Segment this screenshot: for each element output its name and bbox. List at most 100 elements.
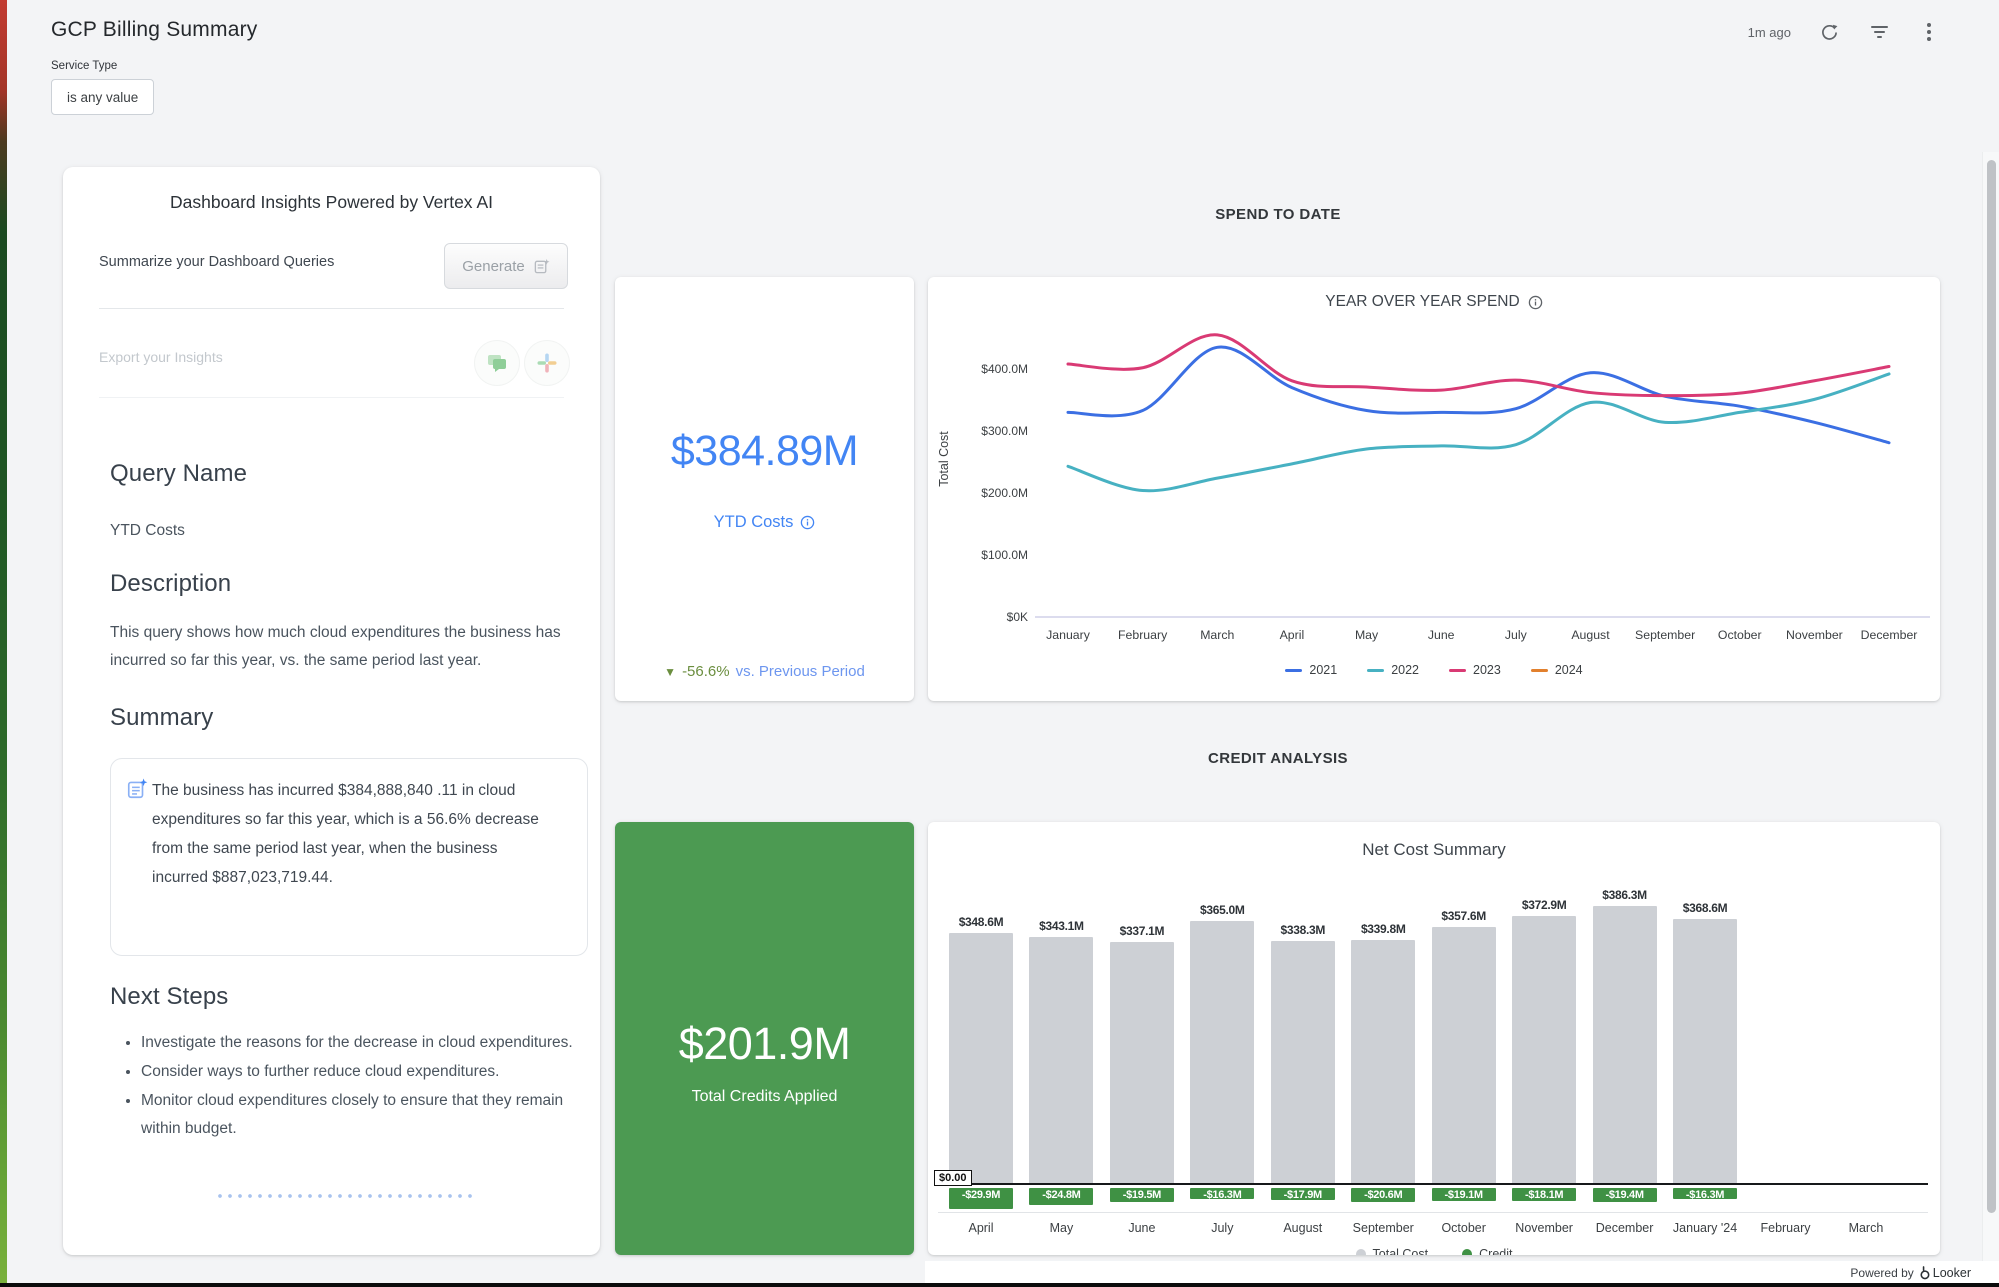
filter-label: Service Type — [51, 60, 118, 72]
refresh-button[interactable] — [1817, 20, 1841, 44]
legend-label: 2022 — [1391, 663, 1419, 677]
dotted-divider — [215, 1193, 473, 1199]
legend-item-credit[interactable]: Credit — [1462, 1247, 1512, 1255]
export-slack-button[interactable] — [524, 340, 570, 386]
axis-separator-line — [938, 1212, 1928, 1213]
info-icon[interactable] — [1528, 295, 1543, 310]
legend-item-2023[interactable]: 2023 — [1449, 663, 1501, 677]
credit-bar — [1351, 1187, 1416, 1203]
zero-reference-line — [938, 1183, 1928, 1185]
x-axis-category-label: July — [1211, 1221, 1234, 1235]
legend-item-2021[interactable]: 2021 — [1285, 663, 1337, 677]
legend-label: Total Cost — [1372, 1247, 1429, 1255]
info-icon[interactable] — [800, 515, 815, 530]
total-credits-tile: $201.9M Total Credits Applied — [615, 822, 914, 1255]
credit-bar — [1673, 1187, 1738, 1200]
x-axis-category-label: March — [1848, 1221, 1884, 1235]
ytd-label: YTD Costs — [713, 513, 794, 531]
legend-label: 2024 — [1554, 663, 1583, 677]
description-heading: Description — [110, 570, 232, 597]
x-axis-tick-label: March — [1200, 628, 1234, 642]
filter-icon — [1870, 26, 1888, 38]
description-text: This query shows how much cloud expendit… — [110, 624, 561, 669]
credit-bar — [1431, 1187, 1496, 1202]
legend-item-total-cost[interactable]: Total Cost — [1355, 1247, 1429, 1255]
credit-bar — [1109, 1187, 1174, 1202]
total-cost-bar — [1351, 939, 1416, 1185]
total-cost-bar — [1109, 941, 1174, 1185]
credit-value-label: -$19.1M — [1444, 1189, 1484, 1201]
summary-text: The business has incurred $384,888,840 .… — [152, 782, 539, 886]
y-axis-tick-label: $0K — [1007, 610, 1028, 624]
credit-value-label: -$29.9M — [961, 1189, 1001, 1201]
insights-panel: Dashboard Insights Powered by Vertex AI … — [63, 167, 600, 1255]
legend-swatch — [1285, 668, 1303, 672]
credit-value-label: -$19.4M — [1605, 1189, 1644, 1201]
more-menu-button[interactable] — [1917, 20, 1941, 44]
net-cost-title-row: Net Cost Summary — [928, 840, 1940, 860]
comparison-value: -56.6% — [682, 663, 730, 680]
x-axis-category-label: January '24 — [1672, 1221, 1738, 1235]
export-chat-button[interactable] — [474, 340, 520, 386]
looker-brand[interactable]: Looker — [1918, 1266, 1971, 1280]
legend-swatch — [1367, 668, 1385, 672]
x-axis-category-label: August — [1283, 1221, 1323, 1235]
filter-value: is any value — [67, 89, 139, 105]
credit-value-label: -$19.5M — [1122, 1189, 1162, 1201]
filter-button[interactable] — [1867, 20, 1891, 44]
query-name-value: YTD Costs — [110, 522, 185, 539]
generate-button[interactable]: Generate — [444, 243, 568, 289]
y-axis-tick-label: $100.0M — [981, 548, 1028, 562]
legend-swatch — [1449, 668, 1466, 672]
y-axis-tick-label: $200.0M — [981, 486, 1028, 500]
x-axis-category-label: October — [1441, 1221, 1486, 1235]
legend-item-2024[interactable]: 2024 — [1530, 663, 1583, 677]
generate-icon — [534, 258, 550, 273]
credit-bar — [1270, 1187, 1335, 1201]
yoy-spend-chart-card: YEAR OVER YEAR SPEND $0K $100.0M $200.0M $3… — [928, 277, 1940, 701]
x-axis-tick-label: January — [1046, 628, 1091, 642]
bar-value-label: $339.8M — [1360, 921, 1406, 936]
x-axis-category-label: September — [1352, 1221, 1414, 1235]
summary-card: The business has incurred $384,888,840 .… — [110, 758, 588, 956]
kebab-menu-icon — [1927, 23, 1931, 41]
bar-value-label: $372.9M — [1521, 897, 1567, 912]
credit-bar — [1029, 1187, 1094, 1206]
page-title: GCP Billing Summary — [51, 18, 258, 41]
x-axis-tick-label: September — [1635, 628, 1695, 642]
line-series-2022 — [1066, 372, 1891, 493]
footer: Powered by Looker — [925, 1261, 1999, 1284]
section-heading-spend-to-date: SPEND TO DATE — [1215, 206, 1341, 223]
slack-icon — [537, 353, 557, 373]
total-cost-bar — [1592, 906, 1657, 1185]
credit-value-label: -$20.6M — [1364, 1189, 1403, 1201]
comparison-label: vs. Previous Period — [735, 663, 865, 680]
bar-value-label: $357.6M — [1441, 908, 1486, 923]
yoy-chart-title-row: YEAR OVER YEAR SPEND — [928, 293, 1940, 311]
credit-bar — [949, 1187, 1013, 1210]
net-cost-legend: Total Cost Credit — [928, 1247, 1940, 1255]
next-step-item: Monitor cloud expenditures closely to en… — [141, 1087, 586, 1143]
legend-swatch — [1530, 668, 1548, 672]
yoy-chart-title: YEAR OVER YEAR SPEND — [1325, 293, 1520, 310]
legend-swatch — [1355, 1249, 1366, 1255]
net-cost-bar-chart: April $348.6M -$29.9M May $343.1M -$24.8M June… — [928, 822, 1940, 1255]
service-type-filter-chip[interactable]: is any value — [51, 79, 155, 115]
net-cost-title: Net Cost Summary — [1362, 840, 1506, 859]
total-cost-bar — [1029, 937, 1094, 1185]
x-axis-category-label: December — [1595, 1221, 1654, 1235]
legend-item-2022[interactable]: 2022 — [1367, 663, 1419, 677]
next-steps-heading: Next Steps — [110, 983, 229, 1010]
chat-icon — [488, 355, 506, 372]
credit-value-label: -$16.3M — [1685, 1189, 1725, 1201]
credit-bar — [1592, 1187, 1657, 1202]
scrollbar-thumb[interactable] — [1987, 160, 1996, 1213]
next-steps-list: Investigate the reasons for the decrease… — [121, 1029, 586, 1144]
x-axis-tick-label: February — [1118, 628, 1168, 642]
header-controls: 1m ago — [1748, 20, 1941, 44]
legend-label: 2023 — [1473, 663, 1501, 677]
line-series-2023 — [1066, 333, 1891, 398]
bar-value-label: $343.1M — [1039, 919, 1084, 934]
credit-value-label: -$16.3M — [1203, 1189, 1242, 1201]
